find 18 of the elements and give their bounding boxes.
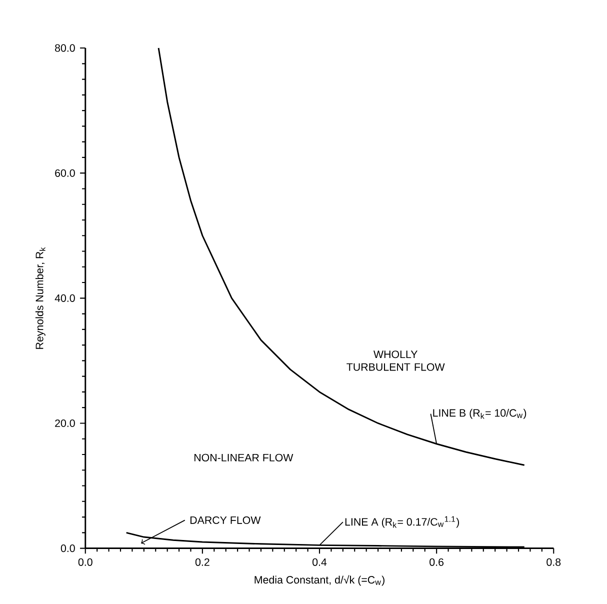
y-tick-label: 20.0	[55, 419, 75, 427]
x-axis-title: Media Constant, d/√k (=C$_{w}$)	[254, 574, 384, 586]
series-label: LINE A (R$_{k}$= 0.17/C$_{w}$$^{1.1}$)	[345, 516, 459, 528]
annotation: WHOLLY TURBULENT FLOW	[346, 350, 445, 371]
line-series	[158, 47, 526, 466]
x-tick-label: 0.0	[78, 558, 92, 566]
x-tick-label: 0.8	[546, 558, 561, 566]
text: LINE B (R$_{k}$= 10/C$_{w}$)	[433, 408, 526, 419]
x-tick-label: 0.4	[312, 558, 327, 566]
y-tick-label: 40.0	[54, 294, 75, 302]
x-tick-label: 0.6	[430, 558, 444, 566]
x-tick-label: 0.2	[195, 558, 210, 566]
annotation: NON-LINEAR FLOW	[194, 454, 294, 462]
y-tick-label: 0.0	[60, 544, 75, 552]
y-tick-label: 80.0	[55, 44, 75, 52]
y-tick-label: 60.0	[55, 169, 75, 177]
y-axis-title: Reynolds Number, R$_{k}$	[35, 247, 46, 349]
annotation: DARCY FLOW	[190, 516, 261, 524]
